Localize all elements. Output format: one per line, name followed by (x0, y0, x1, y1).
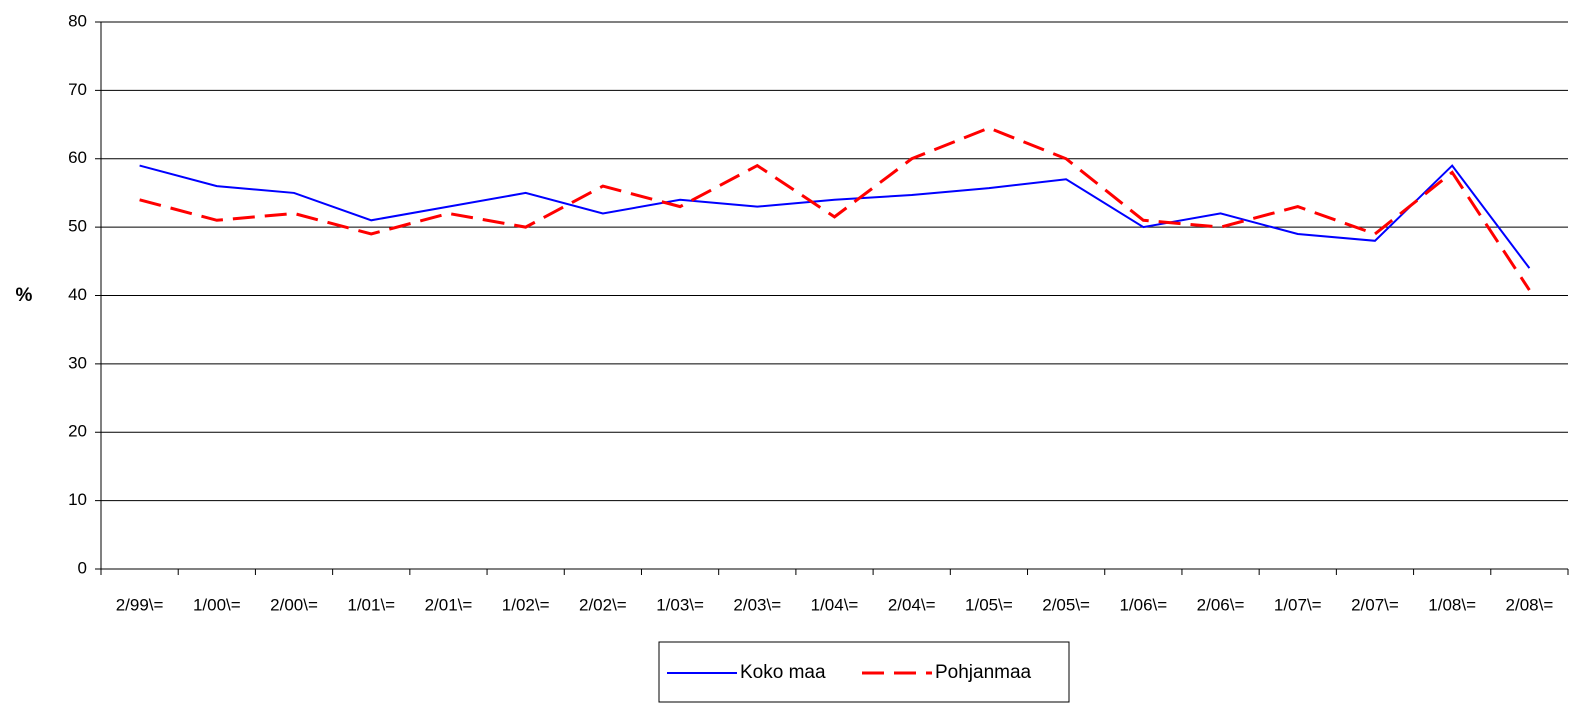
x-tick-label: 1/08\= (1428, 595, 1476, 614)
x-tick-label: 2/01\= (425, 595, 473, 614)
y-tick-label: 0 (78, 558, 87, 577)
legend-label: Pohjanmaa (935, 662, 1032, 683)
x-tick-label: 1/05\= (965, 595, 1013, 614)
x-tick-label: 2/08\= (1506, 595, 1554, 614)
y-tick-label: 20 (68, 422, 87, 441)
legend-label: Koko maa (740, 662, 826, 683)
x-tick-label: 2/04\= (888, 595, 936, 614)
x-tick-label: 2/02\= (579, 595, 627, 614)
y-axis-label: % (16, 285, 33, 306)
y-tick-label: 70 (68, 80, 87, 99)
x-tick-label: 2/07\= (1351, 595, 1399, 614)
x-tick-label: 2/03\= (733, 595, 781, 614)
x-tick-label: 1/03\= (656, 595, 704, 614)
x-tick-label: 2/00\= (270, 595, 318, 614)
data-line (139, 164, 1531, 269)
y-tick-label: 10 (68, 490, 87, 509)
x-tick-label: 1/04\= (811, 595, 859, 614)
x-tick-label: 1/06\= (1119, 595, 1167, 614)
x-tick-label: 1/07\= (1274, 595, 1322, 614)
x-tick-label: 2/05\= (1042, 595, 1090, 614)
y-tick-label: 80 (68, 11, 87, 30)
y-tick-label: 40 (68, 285, 87, 304)
x-tick-label: 1/02\= (502, 595, 550, 614)
x-tick-label: 2/06\= (1197, 595, 1245, 614)
x-tick-label: 1/01\= (347, 595, 395, 614)
x-tick-label: 2/99\= (116, 595, 164, 614)
x-tick-label: 1/00\= (193, 595, 241, 614)
data-line (139, 126, 1531, 291)
y-tick-label: 50 (68, 217, 87, 236)
y-tick-label: 60 (68, 148, 87, 167)
y-tick-label: 30 (68, 353, 87, 372)
